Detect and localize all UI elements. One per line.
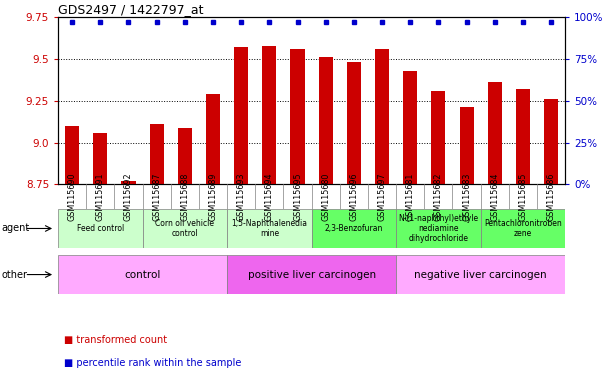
Text: other: other <box>1 270 27 280</box>
Bar <box>142 209 227 248</box>
Text: negative liver carcinogen: negative liver carcinogen <box>414 270 547 280</box>
Text: ■ percentile rank within the sample: ■ percentile rank within the sample <box>64 358 241 368</box>
Text: positive liver carcinogen: positive liver carcinogen <box>247 270 376 280</box>
Text: ■ transformed count: ■ transformed count <box>64 335 167 345</box>
Bar <box>178 127 192 184</box>
Bar <box>459 108 474 184</box>
Text: GDS2497 / 1422797_at: GDS2497 / 1422797_at <box>58 3 203 16</box>
Bar <box>431 91 445 184</box>
Text: GSM115681: GSM115681 <box>406 173 415 221</box>
Text: Corn oil vehicle
control: Corn oil vehicle control <box>155 219 214 238</box>
Text: GSM115684: GSM115684 <box>490 173 499 221</box>
Text: GSM115692: GSM115692 <box>124 172 133 221</box>
Text: GSM115696: GSM115696 <box>349 172 359 221</box>
Bar <box>375 49 389 184</box>
Bar <box>227 255 396 294</box>
Text: GSM115686: GSM115686 <box>547 173 555 221</box>
Bar <box>93 132 108 184</box>
Bar <box>516 89 530 184</box>
Text: GSM115691: GSM115691 <box>96 172 105 221</box>
Bar <box>227 209 312 248</box>
Text: GSM115695: GSM115695 <box>293 172 302 221</box>
Text: agent: agent <box>1 223 29 233</box>
Bar <box>290 49 304 184</box>
Bar <box>544 99 558 184</box>
Bar <box>122 181 136 184</box>
Text: Pentachloronitroben
zene: Pentachloronitroben zene <box>484 219 562 238</box>
Bar <box>65 126 79 184</box>
Bar <box>488 83 502 184</box>
Text: 2,3-Benzofuran: 2,3-Benzofuran <box>324 224 383 233</box>
Text: GSM115694: GSM115694 <box>265 172 274 221</box>
Text: GSM115689: GSM115689 <box>208 172 218 221</box>
Text: GSM115688: GSM115688 <box>180 173 189 221</box>
Text: N-(1-naphthyl)ethyle
nediamine
dihydrochloride: N-(1-naphthyl)ethyle nediamine dihydroch… <box>398 214 478 243</box>
Bar <box>58 209 142 248</box>
Bar <box>481 209 565 248</box>
Text: GSM115693: GSM115693 <box>236 172 246 221</box>
Text: GSM115685: GSM115685 <box>518 172 527 221</box>
Bar <box>396 255 565 294</box>
Text: control: control <box>125 270 161 280</box>
Text: GSM115680: GSM115680 <box>321 173 330 221</box>
Bar <box>262 46 276 184</box>
Text: GSM115687: GSM115687 <box>152 172 161 221</box>
Bar <box>319 57 333 184</box>
Bar <box>150 124 164 184</box>
Bar <box>403 71 417 184</box>
Text: GSM115683: GSM115683 <box>462 173 471 221</box>
Text: GSM115682: GSM115682 <box>434 172 443 221</box>
Text: Feed control: Feed control <box>77 224 124 233</box>
Bar <box>206 94 220 184</box>
Bar <box>312 209 396 248</box>
Bar <box>234 47 248 184</box>
Text: GSM115697: GSM115697 <box>378 172 387 221</box>
Bar <box>396 209 481 248</box>
Text: 1,5-Naphthalenedia
mine: 1,5-Naphthalenedia mine <box>232 219 307 238</box>
Bar <box>58 255 227 294</box>
Text: GSM115690: GSM115690 <box>68 172 76 221</box>
Bar <box>347 62 361 184</box>
